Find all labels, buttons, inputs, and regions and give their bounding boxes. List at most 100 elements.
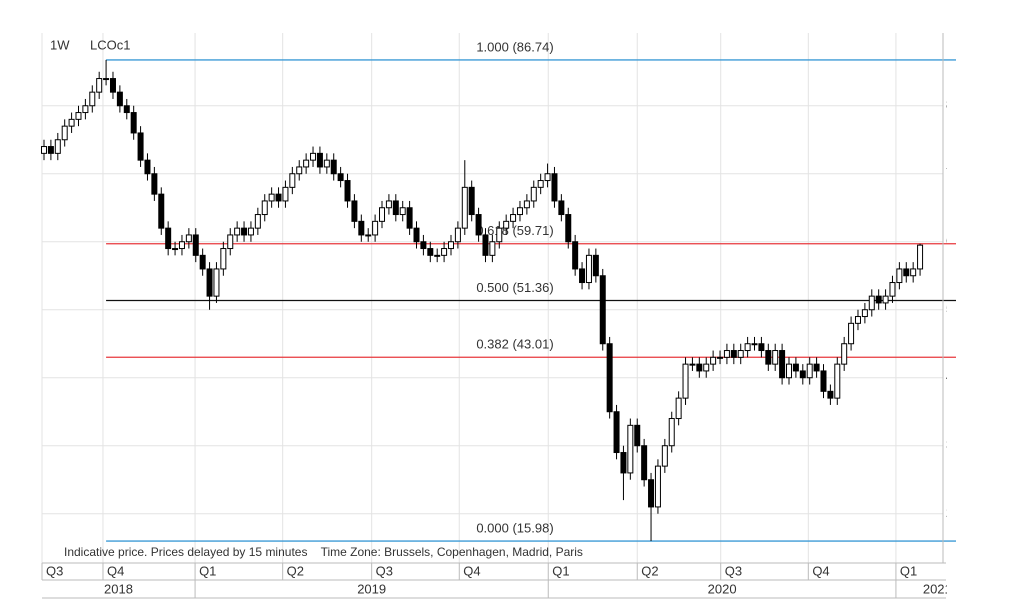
candle-body — [585, 254, 592, 284]
candle-body — [413, 227, 420, 243]
candle-body — [109, 78, 116, 93]
candle-body — [792, 363, 799, 372]
candle-body — [337, 173, 344, 182]
candle-body — [392, 200, 399, 216]
x-tick-label: Q2 — [287, 563, 304, 578]
candle-body — [606, 343, 613, 413]
candle-body — [47, 146, 54, 154]
x-tick-label: Q1 — [199, 563, 216, 578]
candle-body — [103, 78, 110, 81]
candle-body — [599, 275, 606, 345]
candle-body — [654, 465, 661, 508]
candle-body — [572, 241, 579, 270]
candle-body — [661, 445, 668, 467]
candle-body — [344, 180, 351, 202]
y-tick-label: 80.00 — [946, 97, 979, 112]
candle-body — [192, 234, 199, 256]
candle-body — [786, 363, 793, 379]
grid-layer — [41, 33, 943, 563]
candle-body — [820, 370, 827, 392]
candle-body — [730, 350, 737, 358]
candle-body — [303, 159, 310, 168]
candle-body — [482, 234, 489, 256]
candle-body — [206, 268, 213, 297]
candle-body — [703, 363, 710, 372]
candle-layer — [41, 59, 924, 542]
candle-body — [310, 152, 317, 161]
candle-body — [544, 173, 551, 182]
y-tick-label: 20.00 — [946, 505, 979, 520]
candle-body — [910, 268, 917, 277]
candle-body — [316, 152, 323, 168]
candle-body — [447, 241, 454, 250]
candle-body — [799, 370, 806, 379]
fib-label: 0.500 (51.36) — [476, 280, 553, 295]
candle-body — [634, 424, 641, 447]
candle-body — [675, 397, 682, 420]
x-tick-label: Q3 — [46, 563, 63, 578]
candle-body — [372, 220, 379, 236]
candle-body — [199, 254, 206, 270]
fib-label: 0.000 (15.98) — [476, 520, 553, 535]
candle-body — [247, 227, 254, 236]
year-label: 2018 — [104, 581, 133, 596]
candle-body — [772, 350, 779, 365]
candle-body — [537, 180, 544, 188]
candle-body — [461, 186, 468, 229]
candle-body — [744, 343, 751, 352]
candle-body — [592, 254, 599, 277]
candle-body — [185, 234, 192, 243]
candle-body — [523, 200, 530, 209]
candle-body — [89, 91, 96, 107]
x-tick-label: Q1 — [900, 563, 917, 578]
candle-body — [158, 193, 165, 229]
candle-body — [903, 268, 910, 277]
candle-body — [882, 295, 889, 304]
fib-layer: 1.000 (86.74) 0.618 (59.71) 0.500 (51.36) 0… — [106, 39, 956, 542]
candle-body — [813, 363, 820, 372]
candle-body — [123, 105, 130, 114]
candle-body — [641, 445, 648, 481]
candle-body — [82, 105, 89, 114]
candle-body — [220, 248, 227, 270]
candle-body — [54, 139, 61, 154]
candle-body — [854, 316, 861, 324]
candle-body — [710, 356, 717, 365]
candle-body — [806, 363, 813, 379]
candle-body — [717, 356, 724, 359]
symbol: LCOc1 — [90, 37, 130, 52]
y-tick-label: 60.00 — [946, 233, 979, 248]
candle-body — [530, 186, 537, 202]
candle-body — [696, 363, 703, 372]
candle-body — [434, 254, 441, 257]
candle-body — [861, 309, 868, 318]
candle-body — [503, 220, 510, 229]
candle-body — [213, 268, 220, 297]
candle-body — [282, 186, 289, 202]
candle-body — [779, 350, 786, 379]
candle-body — [917, 244, 924, 270]
candle-body — [848, 322, 855, 345]
candle-body — [137, 132, 144, 161]
x-tick-label: Q4 — [107, 563, 124, 578]
candle-body — [841, 343, 848, 365]
candle-body — [296, 166, 303, 175]
candle-body — [365, 234, 372, 237]
candle-body — [620, 452, 627, 474]
candle-body — [558, 200, 565, 216]
candle-body — [330, 159, 337, 175]
y-tick-label: 50.00 — [946, 301, 979, 316]
candle-body — [61, 125, 68, 141]
axis-layer: 20.00 30.00 40.00 50.00 60.00 70.00 80.00 Q3 Q4 Q… — [41, 33, 979, 599]
candle-body — [385, 200, 392, 209]
y-tick-label: 40.00 — [946, 369, 979, 384]
candle-body — [68, 118, 75, 127]
candle-body — [648, 479, 655, 508]
y-tick-label: 70.00 — [946, 165, 979, 180]
candle-body — [489, 241, 496, 256]
candle-body — [379, 207, 386, 222]
candle-body — [827, 390, 834, 399]
x-tick-label: Q4 — [463, 563, 480, 578]
candle-body — [875, 295, 882, 304]
